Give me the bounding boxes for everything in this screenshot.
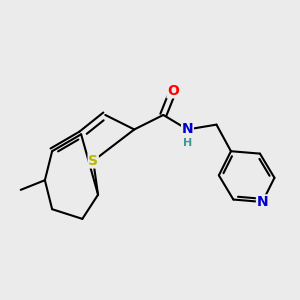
- Text: N: N: [256, 195, 268, 209]
- Text: O: O: [167, 84, 179, 98]
- Text: H: H: [183, 138, 192, 148]
- Text: N: N: [182, 122, 193, 136]
- Text: S: S: [88, 154, 98, 168]
